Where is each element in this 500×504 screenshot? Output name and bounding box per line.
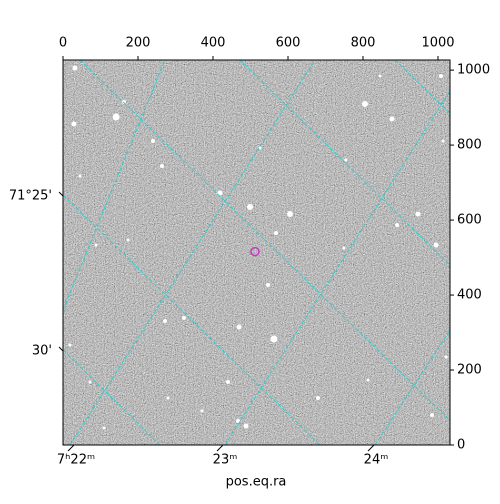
ra-tick bbox=[216, 444, 224, 452]
dec-tick bbox=[58, 191, 64, 197]
y-tick-label: 200 bbox=[457, 363, 482, 378]
ra-tick-label: 24ᵐ bbox=[364, 453, 389, 468]
ra-tick-label: 23ᵐ bbox=[213, 453, 238, 468]
ra-tick bbox=[67, 444, 75, 452]
ra-tick-label: 7ʰ22ᵐ bbox=[57, 453, 95, 468]
x-tick-label: 0 bbox=[59, 36, 67, 51]
x-tick-label: 200 bbox=[126, 36, 151, 51]
x-tick-label: 800 bbox=[351, 36, 376, 51]
dec-tick-label: 30' bbox=[32, 344, 52, 359]
ra-tick bbox=[367, 444, 375, 452]
image-frame bbox=[62, 59, 451, 446]
coordinate-grid bbox=[63, 60, 450, 445]
y-tick-label: 400 bbox=[457, 288, 482, 303]
x-tick-label: 1000 bbox=[421, 36, 454, 51]
y-tick-label: 0 bbox=[457, 438, 465, 453]
dec-tick bbox=[58, 346, 64, 352]
y-tick-label: 800 bbox=[457, 138, 482, 153]
x-tick-label: 400 bbox=[201, 36, 226, 51]
source-marker bbox=[250, 246, 260, 257]
image-noise bbox=[63, 60, 450, 445]
y-tick-label: 1000 bbox=[457, 63, 490, 78]
y-tick-label: 600 bbox=[457, 213, 482, 228]
stars bbox=[68, 65, 448, 430]
x-axis-label: pos.eq.ra bbox=[226, 475, 287, 490]
x-tick-label: 600 bbox=[276, 36, 301, 51]
dec-tick-label: 71°25' bbox=[9, 189, 52, 204]
